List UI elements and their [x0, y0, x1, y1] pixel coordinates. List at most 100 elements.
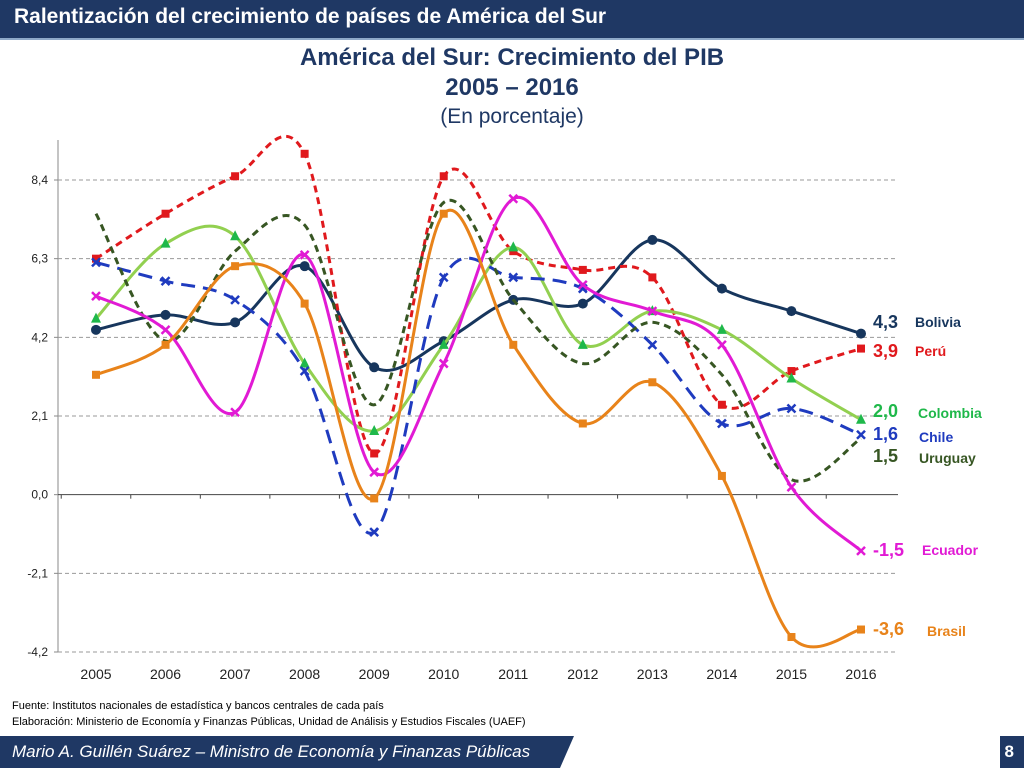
x-tick-label: 2009	[359, 666, 390, 682]
data-point-brasil	[648, 378, 657, 387]
data-point-chile	[369, 527, 380, 538]
y-tick-label: 4,2	[31, 330, 48, 344]
slide-header-bar: Ralentización del crecimiento de países …	[0, 0, 1024, 40]
data-point-colombia	[856, 413, 866, 424]
data-point-brasil	[509, 340, 518, 349]
y-tick-label: -2,1	[27, 566, 48, 580]
series-name-label-peru: Perú	[915, 343, 946, 359]
x-tick-label: 2008	[289, 666, 320, 682]
end-value-label-uruguay: 1,5	[873, 446, 898, 466]
data-point-chile	[438, 272, 449, 283]
x-tick-label: 2015	[776, 666, 807, 682]
x-tick-label: 2006	[150, 666, 181, 682]
data-point-chile	[160, 276, 171, 287]
data-point-bolivia	[299, 261, 310, 272]
data-point-ecuador	[299, 250, 310, 260]
data-point-brasil	[370, 494, 379, 503]
end-value-label-colombia: 2,0	[873, 401, 898, 421]
data-point-chile	[647, 339, 658, 350]
data-point-colombia	[299, 357, 310, 368]
data-point-colombia	[786, 372, 797, 383]
data-point-colombia	[230, 230, 241, 241]
x-tick-label: 2016	[845, 666, 876, 682]
y-tick-label: 6,3	[31, 252, 48, 266]
data-point-chile	[91, 257, 101, 268]
data-point-brasil	[857, 625, 865, 634]
data-point-brasil	[717, 471, 726, 480]
series-line-uruguay	[94, 198, 862, 483]
data-point-ecuador	[438, 358, 449, 369]
data-point-bolivia	[716, 283, 727, 294]
data-point-ecuador	[160, 324, 171, 335]
x-tick-label: 2007	[220, 666, 251, 682]
data-point-chile	[856, 429, 866, 440]
end-value-label-bolivia: 4,3	[873, 312, 898, 332]
y-tick-label: 8,4	[31, 173, 48, 187]
data-point-bolivia	[577, 298, 588, 309]
data-point-chile	[508, 272, 519, 283]
data-point-peru	[300, 149, 309, 158]
series-name-label-ecuador: Ecuador	[922, 542, 979, 558]
data-point-brasil	[92, 370, 100, 379]
data-point-peru	[439, 172, 448, 181]
data-point-peru	[161, 209, 170, 218]
chart-title-years: 2005 – 2016	[445, 74, 579, 101]
page-number: 8	[1004, 742, 1014, 761]
chart-title: América del Sur: Crecimiento del PIB	[299, 44, 725, 71]
data-point-brasil	[787, 633, 796, 642]
data-point-brasil	[231, 262, 240, 271]
data-point-ecuador	[717, 339, 727, 350]
series-line-brasil	[95, 208, 862, 649]
y-tick-label: 0,0	[31, 488, 48, 502]
data-point-ecuador	[230, 407, 240, 418]
data-point-bolivia	[369, 362, 380, 373]
data-point-colombia	[160, 237, 171, 248]
data-point-ecuador	[369, 467, 380, 478]
series-name-label-uruguay: Uruguay	[919, 450, 976, 466]
slide-header-title: Ralentización del crecimiento de países …	[14, 5, 607, 28]
source-note: Fuente: Institutos nacionales de estadís…	[12, 700, 384, 712]
data-point-brasil	[300, 299, 309, 308]
data-point-brasil	[578, 419, 587, 428]
footer-white-wedge	[560, 736, 1000, 768]
data-point-peru	[231, 172, 240, 181]
end-value-label-chile: 1,6	[873, 424, 898, 444]
data-point-bolivia	[91, 324, 101, 335]
x-tick-label: 2014	[706, 666, 737, 682]
data-point-peru	[787, 367, 796, 376]
data-point-ecuador	[91, 291, 101, 302]
data-point-chile	[299, 366, 310, 376]
footer-author: Mario A. Guillén Suárez – Ministro de Ec…	[12, 742, 531, 761]
end-value-label-ecuador: -1,5	[873, 540, 904, 560]
series-name-label-colombia: Colombia	[918, 405, 982, 421]
end-value-label-peru: 3,9	[873, 341, 898, 361]
elaboration-note: Elaboración: Ministerio de Economía y Fi…	[12, 716, 526, 728]
x-tick-label: 2005	[80, 666, 111, 682]
data-point-peru	[92, 254, 100, 263]
series-name-label-bolivia: Bolivia	[915, 314, 961, 330]
data-point-ecuador	[786, 482, 797, 493]
data-point-bolivia	[230, 317, 241, 328]
data-point-peru	[370, 449, 379, 458]
data-point-chile	[717, 418, 727, 429]
data-point-bolivia	[856, 328, 866, 339]
data-point-bolivia	[786, 306, 797, 317]
series-line-peru	[95, 134, 862, 455]
x-tick-label: 2012	[567, 666, 598, 682]
data-point-colombia	[716, 323, 727, 334]
data-point-bolivia	[160, 309, 171, 320]
end-value-label-brasil: -3,6	[873, 619, 904, 639]
data-point-bolivia	[647, 234, 658, 245]
data-point-peru	[648, 273, 657, 282]
line-chart: 8,4 6,3 4,2 2,1 0,0 -2,1 -4,2 2005 2006 2007 2008 2…	[27, 134, 982, 682]
data-point-peru	[857, 344, 865, 353]
y-tick-label: 2,1	[31, 409, 48, 423]
data-point-peru	[717, 400, 726, 409]
data-point-colombia	[369, 424, 380, 435]
data-point-peru	[578, 265, 587, 274]
series-name-label-chile: Chile	[919, 429, 953, 445]
data-point-ecuador	[508, 193, 519, 204]
data-point-brasil	[161, 340, 170, 349]
x-tick-label: 2011	[498, 666, 528, 682]
data-point-ecuador	[647, 306, 658, 316]
